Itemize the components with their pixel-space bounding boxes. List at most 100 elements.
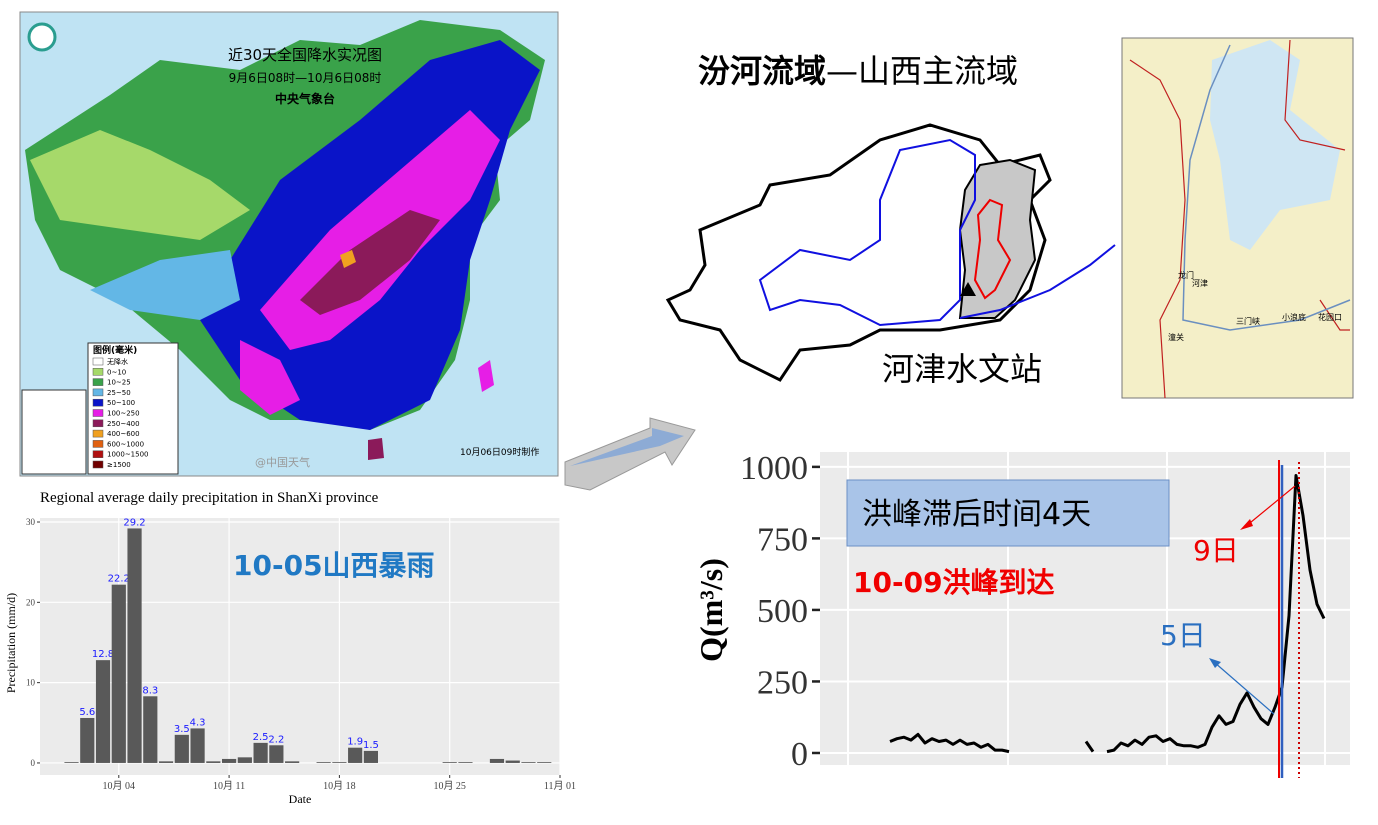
station-marker [960,282,976,296]
bar [489,758,505,763]
river [758,138,1116,327]
legend-swatch [92,378,104,386]
legend-swatch [92,429,104,438]
island [368,438,384,460]
region [300,210,440,315]
y-tick-label: 0 [31,758,36,768]
value-label: 4.3 [190,717,206,728]
value-label: 2.5 [253,732,269,743]
legend-swatch [92,419,104,428]
y-tick-label: 20 [26,597,36,607]
bar [363,750,378,763]
legend-title: 图例(毫米) [93,344,137,356]
bar [64,762,79,763]
bar [158,761,174,763]
arrow-shape [564,417,696,491]
bar [442,762,457,763]
inset-map [21,389,87,475]
bar [190,728,205,763]
region [90,250,240,320]
x-tick-label: 10月 04 [103,780,136,792]
bar [505,760,520,763]
bar [237,757,252,763]
annotation-box [846,479,1170,547]
basin-title-bold: 汾河流域 [698,52,826,90]
bar [316,762,331,763]
bar [143,696,158,763]
value-label: 2.2 [268,734,284,745]
chart-title: Regional average daily precipitation in … [40,490,379,506]
annotation: 5日 [1160,619,1206,652]
value-label: 3.5 [174,724,190,735]
basin-title: 汾河流域—山西主流域 [698,52,1018,90]
x-tick-label: 10月 25 [433,780,466,792]
bar [458,762,473,763]
legend-swatch [92,450,104,458]
basin-title-rest: —山西主流域 [826,52,1018,90]
x-tick-label: 10月 11 [213,780,245,792]
island [478,360,494,392]
region [340,250,356,268]
place-label: 花园口 [1318,312,1342,322]
fen-basin [973,198,1012,300]
annotation: 10-05山西暴雨 [233,549,435,582]
legend-label: 600~1000 [107,440,144,448]
place-label: 潼关 [1168,332,1184,342]
x-axis-label: Date [289,792,312,806]
legend-label: 25~50 [107,389,131,397]
plot-area: 0 250 500 750 1000 洪峰滞后时间4天 10-09洪峰到达 9日 5日 [740,450,1350,778]
legend-label: ≥1500 [107,461,131,469]
annotation-arrow [1213,661,1275,715]
annotation: 洪峰滞后时间4天 [862,497,1091,532]
bar [285,761,300,763]
y-tick-label: 1000 [740,450,808,487]
x-tick-label: 10月 18 [323,780,356,792]
y-tick-label: 750 [757,521,808,558]
region [240,340,300,415]
bar [111,584,126,763]
legend-swatch [92,368,104,376]
y-tick-label: 0 [791,736,808,773]
y-tick-label: 250 [757,664,808,701]
legend-label: 50~100 [107,399,135,407]
legend-label: 0~10 [107,368,126,376]
precip-map: 近30天全国降水实况图 9月6日08时—10月6日08时 中央气象台 图例(毫米… [19,11,559,477]
detail-map: 龙门 河津 潼关 三门峡 小浪底 花园口 [1121,37,1354,399]
flow-line [889,474,1326,754]
place-label: 河津 [1192,278,1208,288]
legend: 无降水 0~10 10~25 25~50 50~100 100~250 250~400 400… [92,357,149,469]
arrow-face [570,428,684,466]
bar [269,745,284,763]
plot-area: 0 10 20 30 10月 04 10月 11 10月 18 10月 25 11月 01 5.6… [26,517,576,792]
value-label: 1.5 [363,740,379,751]
bar [222,758,237,763]
legend-label: 400~600 [107,430,140,438]
bar [206,761,221,763]
annotation-arrow [1244,485,1296,528]
map-title: 近30天全国降水实况图 [228,46,382,64]
legend-label: 1000~1500 [107,451,149,459]
annotation: 10-09洪峰到达 [853,566,1055,599]
logo [27,22,57,52]
y-axis-label: Precipitation (mm/d) [4,593,18,693]
place-label: 三门峡 [1236,316,1260,326]
station-label: 河津水文站 [882,350,1042,388]
y-axis-label: Q(m³/s) [693,558,729,662]
basin-map: 汾河流域—山西主流域 河津水文站 [665,52,1116,388]
legend-swatch [92,460,104,469]
place-label: 龙门 [1178,270,1194,280]
map-source: 中央气象台 [275,91,335,106]
region [30,130,250,240]
legend-label: 无降水 [107,357,128,366]
arrow-head [1209,658,1221,668]
map-credit: @中国天气 [255,455,310,469]
water-region [1210,40,1340,250]
legend-swatch [92,357,104,366]
flow-chart: 0 250 500 750 1000 洪峰滞后时间4天 10-09洪峰到达 9日 5日 Q(m³… [693,450,1350,778]
value-label: 22.2 [108,574,130,585]
bar [253,742,268,763]
value-label: 12.8 [92,649,114,660]
precip-chart: 0 10 20 30 10月 04 10月 11 10月 18 10月 25 11月 01 5.6… [4,490,576,806]
